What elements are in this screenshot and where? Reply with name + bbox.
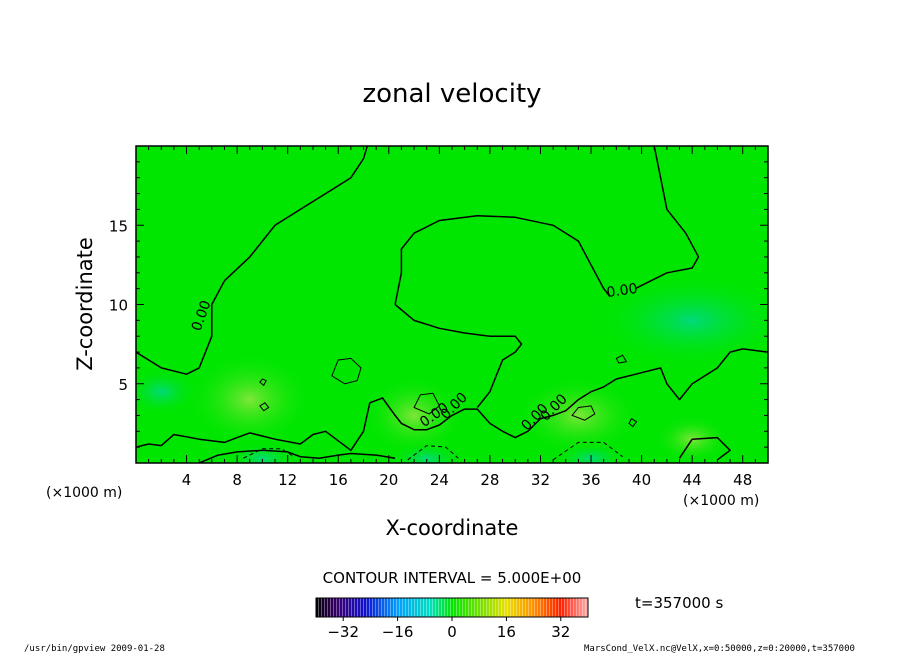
contour-line-3 xyxy=(634,146,700,290)
colorbar-bands xyxy=(316,598,588,617)
closed-contour-0 xyxy=(331,357,362,385)
y-axis: 5 10 15 xyxy=(109,161,768,448)
x-unit-label: (×1000 m) xyxy=(46,485,122,501)
colorbar-tick-label-0: −32 xyxy=(327,623,359,641)
x-tick-label-2: 12 xyxy=(278,471,297,489)
contour-lines xyxy=(136,146,768,463)
x-tick-label-0: 4 xyxy=(182,471,192,489)
field-shade-2 xyxy=(515,375,642,456)
colorbar-ticks: −32 −16 0 16 32 xyxy=(327,617,570,641)
x-tick-label-10: 44 xyxy=(683,471,702,489)
x-axis: 4 8 12 16 20 24 28 32 36 40 44 48 xyxy=(148,146,756,489)
footer-left: /usr/bin/gpview 2009-01-28 xyxy=(24,644,165,654)
colorbar: −32 −16 0 16 32 xyxy=(315,597,589,641)
chart-title: zonal velocity xyxy=(362,79,541,109)
field-shade-5 xyxy=(388,442,465,463)
contour-label-1: 0.00 xyxy=(606,281,639,301)
x-tick-label-8: 36 xyxy=(581,471,600,489)
x-tick-label-4: 20 xyxy=(379,471,398,489)
closed-contour-5 xyxy=(615,354,628,364)
colorbar-tick-label-2: 0 xyxy=(447,623,457,641)
plot-area: 0.000.000.000.00 0.000.00 xyxy=(135,145,769,464)
x-unit-label-right: (×1000 m) xyxy=(683,493,759,509)
closed-contour-4 xyxy=(259,402,270,412)
contour-line-0 xyxy=(136,146,369,375)
y-tick-label-2: 15 xyxy=(109,217,128,235)
contour-line-6 xyxy=(243,448,295,459)
field-shade-0 xyxy=(186,352,313,448)
field-shade-1 xyxy=(363,375,465,456)
contour-line-5 xyxy=(198,449,396,463)
contour-line-8 xyxy=(552,441,623,461)
footer-right: MarsCond_VelX.nc@VelX,x=0:50000,z=0:2000… xyxy=(584,644,855,654)
colorbar-tick-label-1: −16 xyxy=(382,623,414,641)
x-tick-label-1: 8 xyxy=(232,471,242,489)
x-tick-label-6: 28 xyxy=(480,471,499,489)
contour-line-7 xyxy=(407,445,459,461)
colorbar-tick-label-4: 32 xyxy=(551,623,570,641)
x-axis-label: X-coordinate xyxy=(386,516,519,540)
field-shade-7 xyxy=(136,367,200,416)
x-tick-label-7: 32 xyxy=(531,471,550,489)
x-tick-label-9: 40 xyxy=(632,471,651,489)
y-tick-label-0: 5 xyxy=(118,376,128,394)
x-tick-label-3: 16 xyxy=(329,471,348,489)
x-tick-label-5: 24 xyxy=(430,471,449,489)
contour-line-1 xyxy=(394,214,611,305)
contour-line-4 xyxy=(136,348,768,452)
field-shade-8 xyxy=(591,272,768,368)
field-shade-4 xyxy=(224,442,301,463)
closed-contour-2 xyxy=(571,405,596,421)
closed-contour-1 xyxy=(413,392,441,415)
closed-contour-6 xyxy=(628,417,638,428)
y-tick-label-1: 10 xyxy=(109,297,128,315)
closed-contour-3 xyxy=(259,378,267,387)
time-text: t=357000 s xyxy=(635,594,723,612)
contour-line-2 xyxy=(394,303,523,408)
y-axis-label: Z-coordinate xyxy=(73,237,97,371)
contour-interval-text: CONTOUR INTERVAL = 5.000E+00 xyxy=(323,569,582,587)
x-tick-label-11: 48 xyxy=(733,471,752,489)
colorbar-tick-label-3: 16 xyxy=(497,623,516,641)
contour-line-9 xyxy=(678,436,731,461)
